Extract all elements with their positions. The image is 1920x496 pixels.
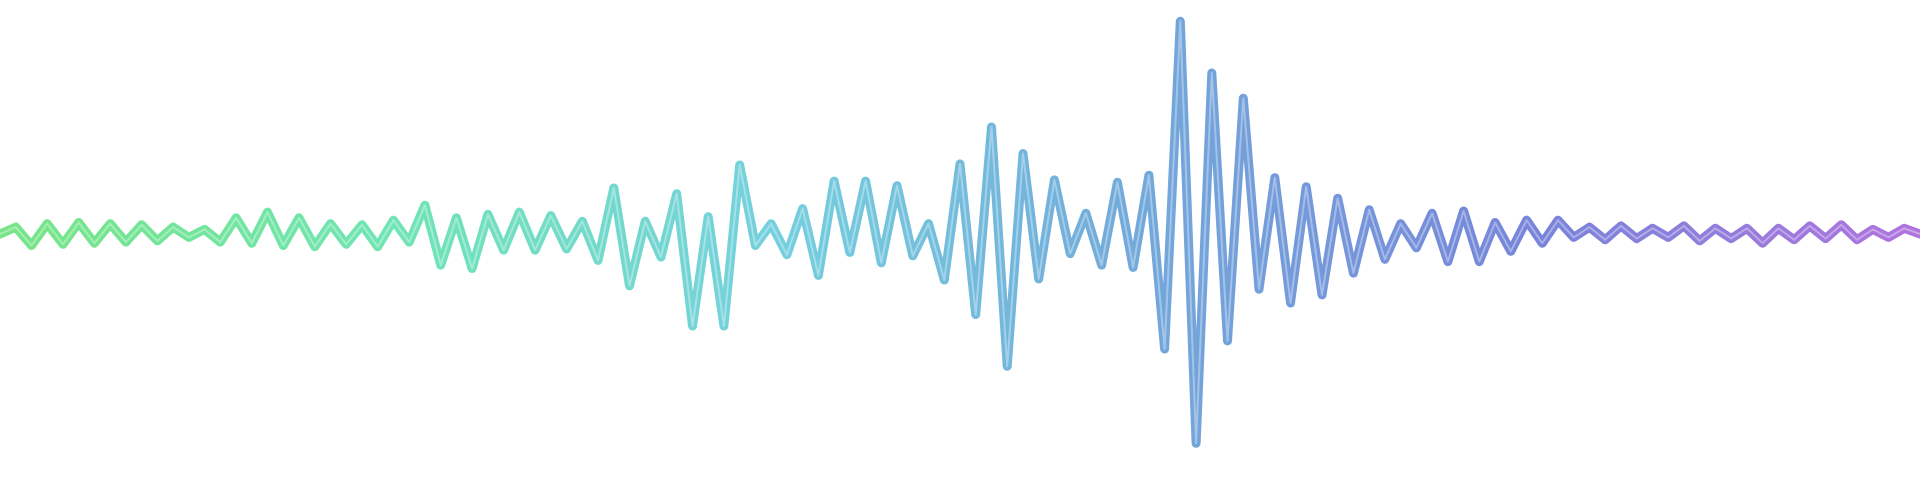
waveform-line — [0, 20, 1920, 445]
waveform-glow — [0, 16, 1920, 448]
